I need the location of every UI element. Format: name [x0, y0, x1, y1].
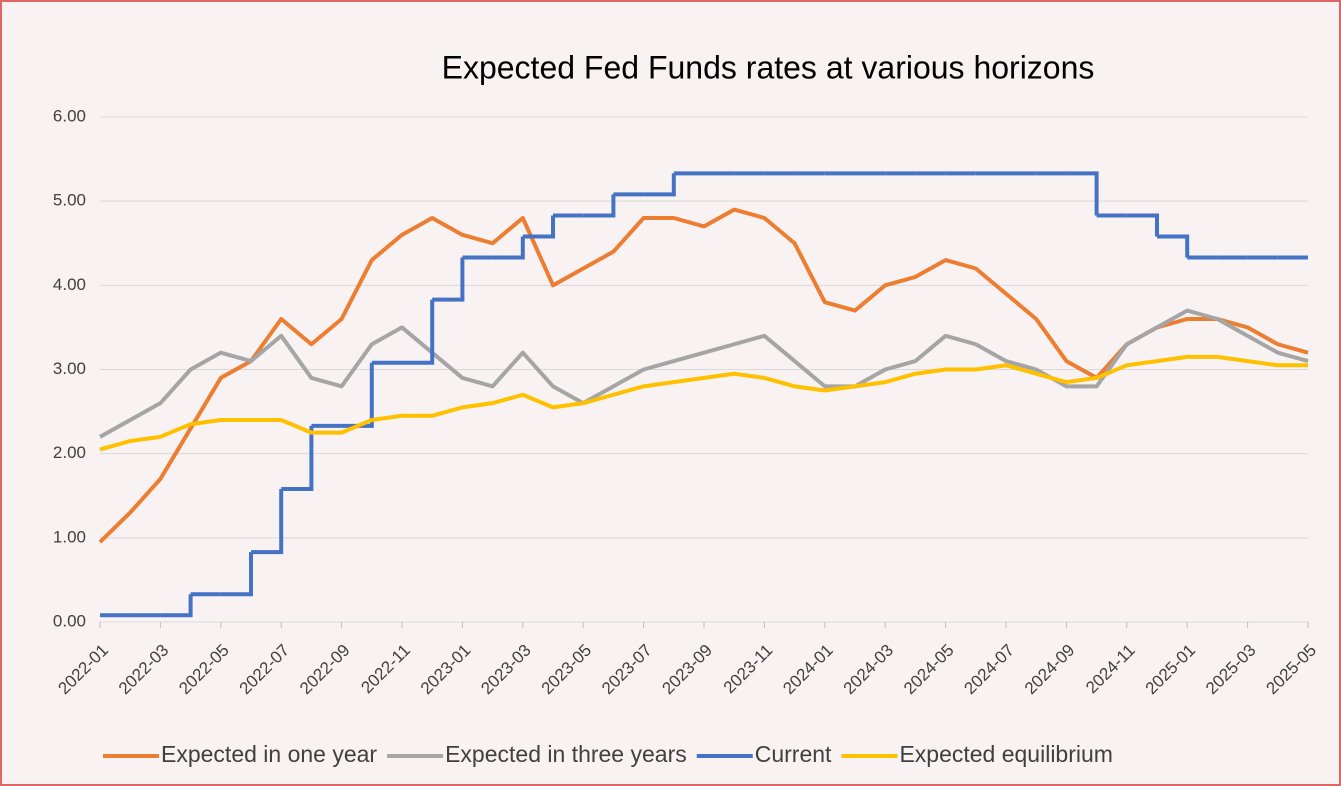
step-segment: [402, 299, 435, 365]
y-tick-label: 1.00: [53, 527, 86, 546]
step-segment: [220, 552, 253, 597]
series-line: [98, 207, 1309, 544]
step-segment: [160, 594, 193, 618]
y-tick-label: 2.00: [53, 443, 86, 462]
y-tick-label: 0.00: [53, 611, 86, 630]
step-segment: [1066, 171, 1099, 216]
step-segment: [583, 194, 616, 218]
series-line: [99, 354, 1308, 452]
step-segment: [432, 257, 465, 302]
step-segment: [281, 425, 314, 492]
step-segment: [251, 489, 284, 555]
legend-label: Current: [755, 741, 832, 767]
step-segment: [1126, 213, 1159, 237]
y-tick-label: 3.00: [53, 359, 86, 378]
step-segment: [643, 173, 676, 197]
legend-label: Expected equilibrium: [899, 741, 1113, 767]
step-segment: [1157, 234, 1190, 258]
chart-title: Expected Fed Funds rates at various hori…: [442, 49, 1095, 85]
step-segment: [522, 215, 555, 239]
y-tick-label: 6.00: [53, 106, 86, 125]
y-tick-label: 4.00: [53, 275, 86, 294]
legend-label: Expected in one year: [161, 741, 377, 767]
legend-label: Expected in three years: [445, 741, 687, 767]
step-segment: [492, 236, 525, 260]
step-segment: [341, 362, 374, 428]
y-tick-label: 5.00: [53, 191, 86, 210]
